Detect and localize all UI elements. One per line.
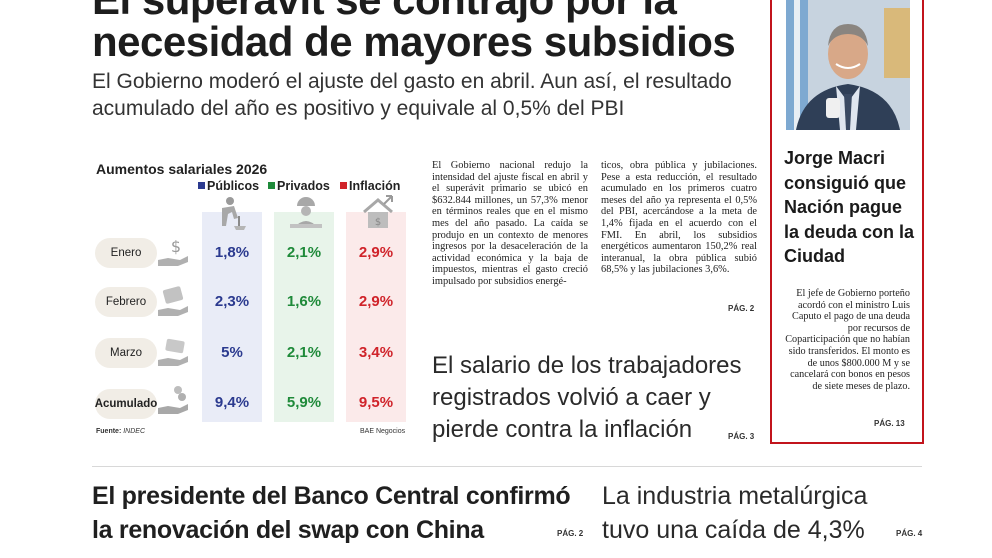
column-inflacion <box>346 212 406 422</box>
row-label-acumulado: Acumulado <box>95 389 157 419</box>
row-label-enero: Enero <box>95 238 157 268</box>
value-enero-privados: 2,1% <box>286 244 322 261</box>
sidebar-box[interactable]: Jorge Macri consiguió que Nación pague l… <box>770 0 924 444</box>
coins-hand-icon <box>158 386 188 414</box>
salary-infographic: Aumentos salariales 2026 Públicos Privad… <box>90 156 412 442</box>
metal-headline-line-1: La industria metalúrgica <box>602 482 868 510</box>
bcra-story-headline[interactable]: El presidente del Banco Central confirmó… <box>92 479 571 547</box>
infographic-credit: BAE Negocios <box>360 428 406 435</box>
bcra-headline-line-2: la renovación del swap con China <box>92 516 484 544</box>
deck-line-1: El Gobierno moderó el ajuste del gasto e… <box>92 70 732 93</box>
article-column-2: ticos, obra pública y jubilaciones. Pese… <box>601 160 757 276</box>
money-hand-icon: $ <box>158 237 188 266</box>
portrait-photo <box>786 0 910 130</box>
metal-headline-line-2: tuvo una caída de 4,3% <box>602 516 865 544</box>
metal-industry-story-headline[interactable]: La industria metalúrgica tuvo una caída … <box>602 479 867 547</box>
column-publicos <box>202 212 262 422</box>
article-column-1: El Gobierno nacional redujo la intensida… <box>432 160 588 287</box>
value-marzo-privados: 2,1% <box>286 344 322 361</box>
svg-text:$: $ <box>375 217 381 228</box>
page-reference: PÁG. 2 <box>728 304 755 313</box>
bcra-headline-line-1: El presidente del Banco Central confirmó <box>92 482 571 510</box>
infographic-title: Aumentos salariales 2026 <box>96 161 268 177</box>
headline-line-2: necesidad de mayores subsidios <box>92 18 736 65</box>
house-price-icon: $ <box>363 195 393 228</box>
page-reference: PÁG. 4 <box>896 529 923 538</box>
money-hand-icon <box>158 338 188 366</box>
headline-line-1: El superávit se contrajo por la <box>92 0 677 24</box>
value-acumulado-publicos: 9,4% <box>214 394 250 411</box>
value-enero-publicos: 1,8% <box>214 244 250 261</box>
worker-icon <box>222 197 246 230</box>
money-hand-icon <box>158 286 188 316</box>
deck-line-2: acumulado del año es positivo y equivale… <box>92 97 625 120</box>
page-reference: PÁG. 3 <box>728 432 755 441</box>
value-marzo-publicos: 5% <box>221 344 243 361</box>
sidebar-headline: Jorge Macri consiguió que Nación pague l… <box>784 148 915 266</box>
row-label-marzo: Marzo <box>95 338 157 368</box>
legend-inflacion: Inflación <box>340 179 400 193</box>
value-enero-inflacion: 2,9% <box>358 244 394 261</box>
value-febrero-privados: 1,6% <box>286 293 322 310</box>
value-acumulado-inflacion: 9,5% <box>358 394 394 411</box>
office-worker-icon <box>290 197 322 228</box>
row-label-febrero: Febrero <box>95 287 157 317</box>
value-febrero-inflacion: 2,9% <box>358 293 394 310</box>
column-privados <box>274 212 334 422</box>
infographic-source: Fuente: INDEC <box>96 428 146 435</box>
salary-story-headline[interactable]: El salario de los trabajadores registrad… <box>432 352 742 443</box>
value-marzo-inflacion: 3,4% <box>358 344 394 361</box>
legend-privados: Privados <box>268 179 330 193</box>
sidebar-body: El jefe de Gobierno porteño acordó con e… <box>785 288 910 392</box>
page-reference: PÁG. 2 <box>557 529 584 538</box>
value-febrero-publicos: 2,3% <box>214 293 250 310</box>
page-reference: PÁG. 13 <box>874 419 905 428</box>
legend-publicos: Públicos <box>198 179 259 193</box>
svg-text:$: $ <box>171 237 181 256</box>
divider <box>92 466 922 467</box>
value-acumulado-privados: 5,9% <box>286 394 322 411</box>
